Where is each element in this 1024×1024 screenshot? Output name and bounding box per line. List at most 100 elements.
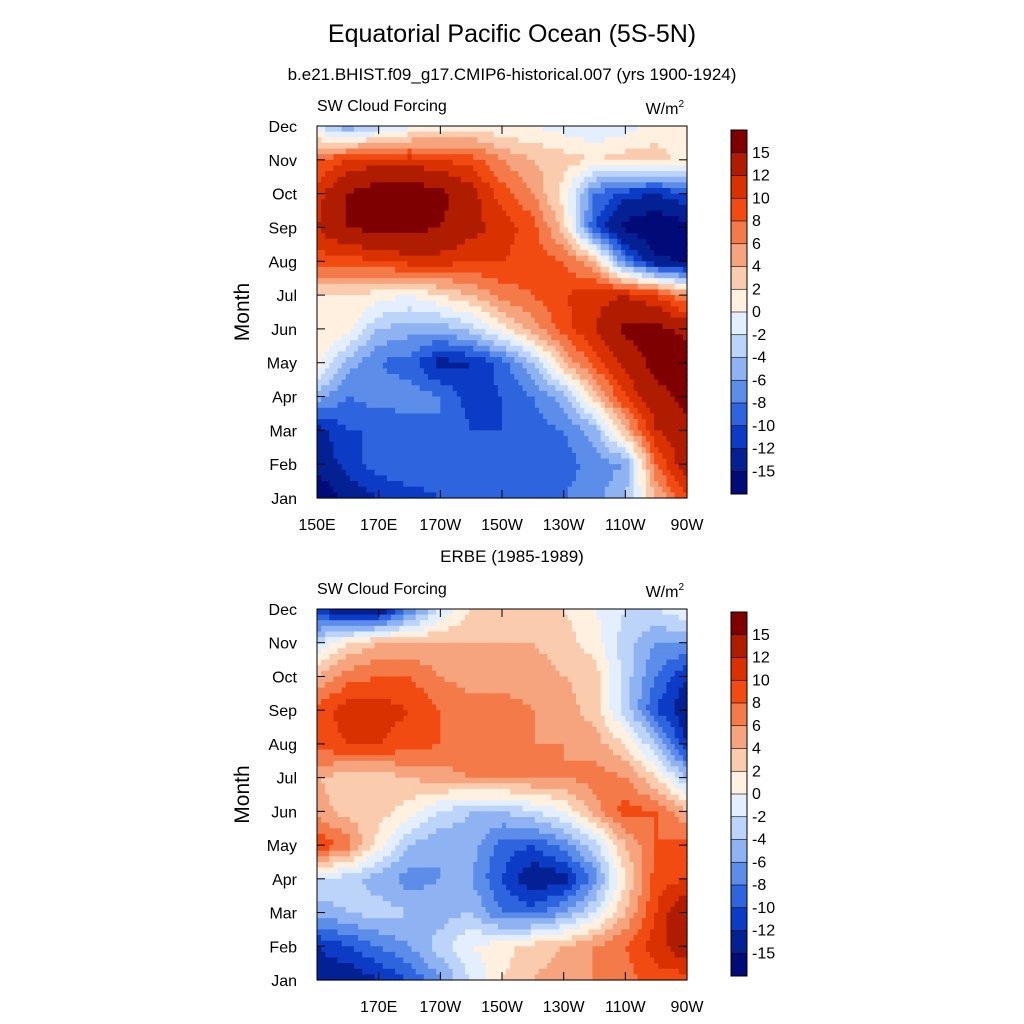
field-cell	[530, 424, 536, 431]
field-cell	[633, 351, 639, 358]
field-cell	[333, 317, 339, 324]
field-cell	[678, 266, 684, 274]
field-cell	[629, 312, 635, 319]
field-cell	[662, 142, 668, 150]
field-cell	[588, 368, 594, 375]
field-cell	[333, 430, 339, 437]
field-cell	[382, 306, 388, 313]
field-cell	[329, 328, 335, 336]
field-cell	[411, 323, 417, 330]
field-cell	[386, 312, 392, 319]
field-cell	[444, 131, 450, 138]
field-cell	[419, 289, 425, 296]
field-cell	[317, 362, 322, 369]
field-cell	[637, 165, 643, 172]
field-cell	[555, 221, 561, 229]
field-cell	[596, 221, 602, 229]
field-cell	[666, 328, 672, 336]
field-cell	[633, 171, 639, 178]
field-cell	[485, 233, 491, 240]
field-cell	[366, 328, 372, 336]
field-cell	[613, 357, 618, 364]
field-cell	[633, 182, 639, 189]
field-cell	[493, 306, 499, 313]
field-cell	[374, 368, 380, 375]
field-cell	[534, 199, 540, 206]
field-cell	[670, 193, 676, 200]
field-cell	[592, 266, 598, 274]
field-cell	[543, 323, 548, 330]
field-cell	[580, 278, 585, 285]
field-cell	[354, 385, 359, 392]
field-cell	[349, 188, 355, 195]
field-cell	[641, 255, 647, 262]
field-cell	[452, 424, 458, 431]
field-cell	[456, 300, 462, 307]
field-cell	[502, 142, 507, 150]
field-cell	[678, 216, 684, 223]
field-cell	[436, 250, 441, 257]
field-cell	[658, 272, 663, 279]
field-cell	[526, 345, 532, 353]
field-cell	[678, 233, 684, 240]
field-cell	[621, 357, 626, 364]
field-cell	[567, 362, 573, 369]
field-cell	[650, 188, 655, 195]
field-cell	[493, 131, 499, 138]
field-cell	[555, 204, 561, 212]
field-cell	[407, 289, 413, 296]
field-cell	[411, 289, 417, 296]
field-cell	[547, 379, 552, 386]
field-cell	[613, 142, 618, 150]
field-cell	[608, 126, 614, 133]
field-cell	[485, 424, 491, 431]
field-cell	[415, 334, 421, 341]
field-cell	[423, 402, 429, 409]
field-cell	[641, 385, 647, 392]
field-cell	[444, 182, 450, 189]
field-cell	[596, 413, 602, 420]
field-cell	[399, 137, 404, 144]
field-cell	[596, 300, 602, 307]
field-cell	[378, 154, 384, 161]
field-cell	[407, 368, 413, 375]
field-cell	[654, 317, 659, 324]
field-cell	[641, 126, 647, 133]
field-cell	[469, 340, 474, 347]
field-cell	[506, 244, 511, 251]
field-cell	[571, 407, 577, 415]
field-cell	[608, 159, 614, 167]
field-cell	[617, 142, 622, 150]
field-cell	[423, 283, 429, 291]
field-cell	[502, 250, 507, 257]
field-cell	[345, 368, 351, 375]
field-cell	[391, 312, 396, 319]
field-cell	[452, 204, 458, 212]
field-cell	[349, 227, 355, 234]
field-cell	[682, 255, 688, 262]
field-cell	[399, 272, 404, 279]
field-cell	[395, 204, 400, 212]
field-cell	[354, 402, 359, 409]
field-cell	[658, 390, 663, 398]
field-cell	[370, 379, 376, 386]
field-cell	[608, 238, 614, 245]
field-cell	[650, 210, 655, 217]
field-cell	[526, 154, 532, 161]
field-cell	[551, 266, 557, 274]
field-cell	[366, 345, 372, 353]
field-cell	[456, 137, 462, 144]
field-cell	[514, 278, 520, 285]
field-cell	[547, 312, 552, 319]
field-cell	[571, 244, 577, 251]
field-cell	[510, 374, 515, 381]
field-cell	[415, 283, 421, 291]
field-cell	[432, 216, 437, 223]
field-cell	[428, 283, 433, 291]
field-cell	[506, 266, 511, 274]
field-cell	[337, 233, 343, 240]
field-cell	[559, 390, 565, 398]
field-cell	[411, 137, 417, 144]
field-cell	[473, 424, 478, 431]
field-cell	[358, 300, 363, 307]
